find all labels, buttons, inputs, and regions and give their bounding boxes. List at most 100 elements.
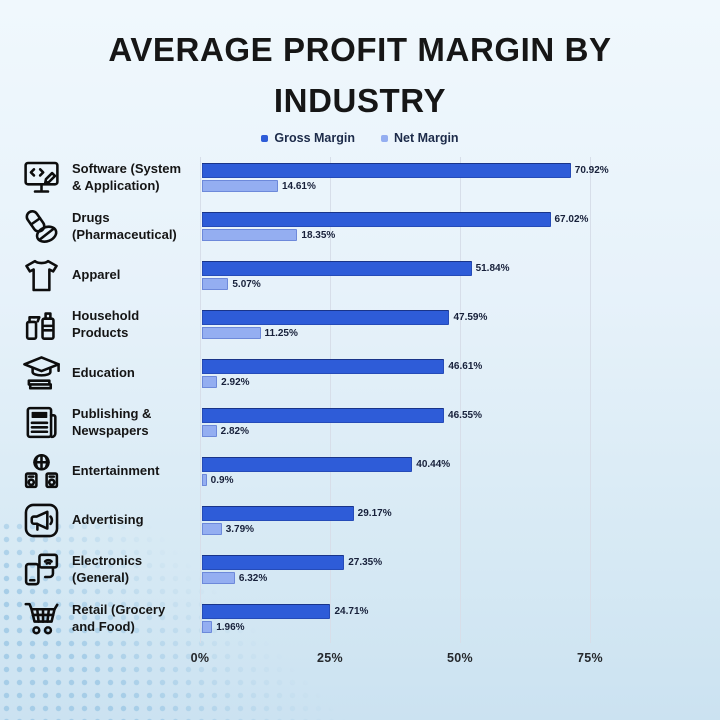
net-margin-bar	[202, 621, 213, 634]
shopping-cart-icon	[12, 598, 70, 639]
net-margin-bar-line: 0.9%	[202, 474, 712, 487]
bar-group: 29.17% 3.79%	[202, 506, 712, 536]
net-margin-bar	[202, 376, 218, 389]
legend: Gross Margin Net Margin	[0, 129, 720, 147]
net-margin-bar-line: 2.82%	[202, 425, 712, 438]
bar-value-label: 27.35%	[348, 557, 383, 569]
payment-devices-icon	[12, 549, 70, 590]
legend-item-net-margin: Net Margin	[380, 131, 459, 146]
gross-margin-bar-line: 24.71%	[202, 604, 712, 620]
gross-margin-bar	[202, 359, 445, 375]
net-margin-bar-line: 6.32%	[202, 572, 712, 585]
gridline	[200, 157, 201, 644]
gross-margin-bar	[202, 457, 413, 473]
gross-margin-bar-line: 29.17%	[202, 506, 712, 522]
chart-row: Drugs (Pharmaceutical) 67.02% 18.35%	[12, 202, 712, 251]
page-title-line1: AVERAGE PROFIT MARGIN BY	[108, 31, 612, 68]
x-axis-tick: 0%	[190, 651, 210, 666]
bar-value-label: 6.32%	[238, 572, 268, 584]
gross-margin-bar	[202, 163, 571, 179]
bar-value-label: 1.96%	[216, 621, 245, 633]
bar-value-label: 47.59%	[453, 312, 488, 324]
bar-value-label: 70.92%	[574, 165, 609, 177]
chart-rows: Software (System & Application) 70.92% 14.…	[12, 153, 712, 643]
tshirt-icon	[12, 255, 70, 296]
net-margin-bar	[202, 474, 207, 487]
megaphone-icon	[12, 500, 70, 541]
gridline	[460, 157, 461, 644]
gross-margin-bar	[202, 310, 450, 326]
chart-row: Software (System & Application) 70.92% 14.…	[12, 153, 712, 202]
gross-margin-bar-line: 51.84%	[202, 261, 712, 277]
category-label: Entertainment	[72, 463, 160, 479]
bar-value-label: 67.02%	[554, 214, 589, 226]
category-label: Retail (Grocery and Food)	[72, 601, 166, 634]
bar-group: 24.71% 1.96%	[202, 604, 712, 634]
bar-value-label: 0.9%	[210, 474, 234, 486]
bar-group: 46.55% 2.82%	[202, 408, 712, 438]
x-axis-tick: 50%	[447, 651, 473, 666]
bar-group: 40.44% 0.9%	[202, 457, 712, 487]
net-margin-bar-line: 14.61%	[202, 180, 712, 193]
bar-value-label: 5.07%	[232, 278, 261, 290]
grid-layer	[200, 157, 680, 644]
household-bottles-icon	[12, 304, 70, 345]
net-margin-bar	[202, 180, 278, 193]
chart-row: Advertising 29.17% 3.79%	[12, 496, 712, 545]
chart-row: Household Products 47.59% 11.25%	[12, 300, 712, 349]
chart-row: Retail (Grocery and Food) 24.71% 1.96%	[12, 594, 712, 643]
bar-value-label: 29.17%	[357, 508, 392, 520]
category-label: Drugs (Pharmaceutical)	[72, 209, 177, 242]
chart-row: Apparel 51.84% 5.07%	[12, 251, 712, 300]
gross-margin-bar-line: 67.02%	[202, 212, 712, 228]
category-label: Software (System & Application)	[72, 160, 182, 193]
net-margin-bar-line: 3.79%	[202, 523, 712, 536]
bar-value-label: 40.44%	[416, 459, 451, 471]
category-label: Apparel	[72, 267, 121, 283]
category-label: Electronics (General)	[72, 552, 143, 585]
legend-swatch	[380, 134, 388, 142]
gross-margin-bar	[202, 261, 472, 277]
legend-label: Net Margin	[393, 131, 459, 146]
bar-value-label: 3.79%	[225, 523, 255, 535]
bar-value-label: 46.55%	[448, 410, 482, 422]
legend-item-gross-margin: Gross Margin	[261, 131, 355, 145]
chart-row: Entertainment 40.44% 0.9%	[12, 447, 712, 496]
bar-value-label: 24.71%	[334, 606, 369, 618]
disco-ball-icon	[12, 451, 70, 492]
category-label: Household Products	[72, 307, 140, 340]
chart-row: Electronics (General) 27.35% 6.32%	[12, 545, 712, 594]
bar-value-label: 2.92%	[221, 376, 250, 388]
bar-value-label: 51.84%	[475, 263, 510, 275]
bar-value-label: 46.61%	[448, 361, 483, 373]
net-margin-bar-line: 2.92%	[202, 376, 712, 389]
chart: Software (System & Application) 70.92% 14.…	[12, 153, 712, 673]
gross-margin-bar-line: 46.55%	[202, 408, 712, 424]
gross-margin-bar	[202, 506, 354, 522]
category-label: Publishing & Newspapers	[72, 405, 152, 438]
pills-icon	[12, 206, 70, 247]
x-axis-tick: 25%	[317, 651, 343, 666]
gross-margin-bar	[202, 604, 331, 620]
gridline	[330, 157, 331, 644]
bar-value-label: 11.25%	[264, 327, 298, 339]
net-margin-bar-line: 1.96%	[202, 621, 712, 634]
page-title-line2: INDUSTRY	[273, 82, 447, 120]
bar-group: 70.92% 14.61%	[202, 163, 712, 193]
gross-margin-bar	[202, 555, 345, 571]
chart-row: Publishing & Newspapers 46.55% 2.82%	[12, 398, 712, 447]
x-axis: 0% 25% 50% 75%	[191, 647, 712, 673]
gross-margin-bar	[202, 212, 551, 228]
chart-row: Education 46.61% 2.92%	[12, 349, 712, 398]
page-title: AVERAGE PROFIT MARGIN BY INDUSTRY	[0, 0, 720, 126]
bar-value-label: 14.61%	[281, 180, 316, 192]
legend-swatch	[261, 134, 269, 142]
x-axis-tick: 75%	[577, 651, 603, 666]
bar-group: 47.59% 11.25%	[202, 310, 712, 340]
bar-group: 27.35% 6.32%	[202, 555, 712, 585]
bar-group: 46.61% 2.92%	[202, 359, 712, 389]
bar-group: 67.02% 18.35%	[202, 212, 712, 242]
net-margin-bar	[202, 523, 222, 536]
gross-margin-bar-line: 27.35%	[202, 555, 712, 571]
